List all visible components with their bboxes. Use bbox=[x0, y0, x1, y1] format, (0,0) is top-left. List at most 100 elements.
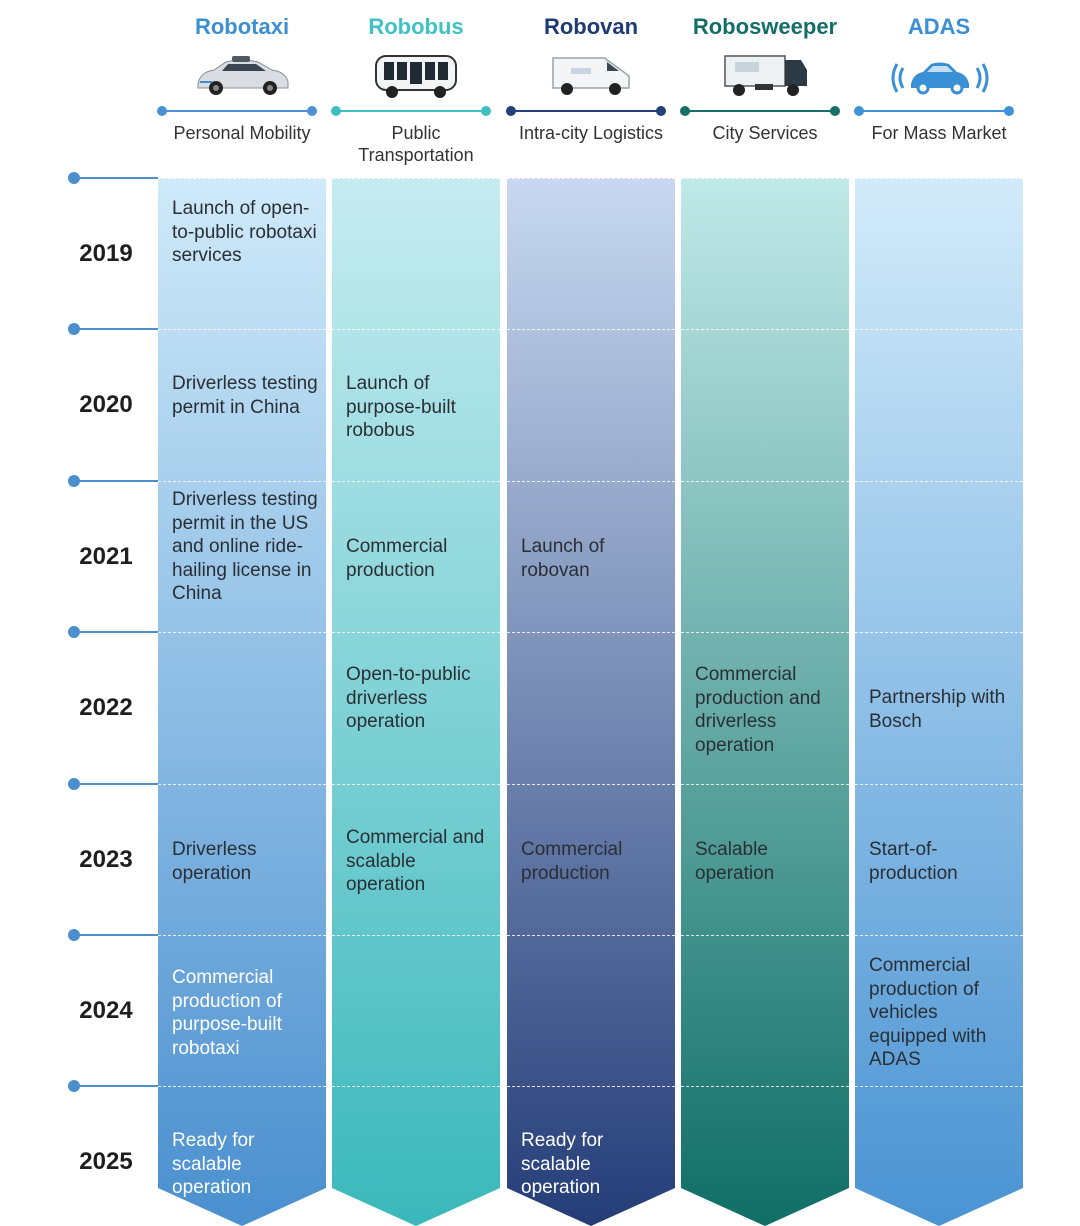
adas-connected-car-icon bbox=[889, 50, 989, 102]
column-band-robotaxi bbox=[158, 178, 326, 1226]
column-header-robovan: Robovan Intra-city Logistics bbox=[504, 0, 678, 170]
milestone-text: Start-of-production bbox=[869, 839, 958, 884]
column-title: Robotaxi bbox=[194, 14, 290, 39]
row-separator bbox=[681, 632, 849, 633]
row-separator bbox=[681, 481, 849, 482]
column-subtitle: Public Transportation bbox=[358, 123, 474, 165]
timeline-dot bbox=[68, 778, 80, 790]
row-separator bbox=[332, 784, 500, 785]
column-header-robosweeper: Robosweeper City Services bbox=[678, 0, 852, 170]
row-separator bbox=[507, 481, 675, 482]
milestone-text: Ready for scalable operation bbox=[521, 1130, 604, 1198]
milestone-text: Partnership with Bosch bbox=[869, 687, 1006, 732]
milestone-text: Commercial production of purpose-built r… bbox=[172, 967, 282, 1059]
year-label: 2022 bbox=[79, 693, 133, 721]
category-divider bbox=[506, 106, 666, 116]
column-band-robobus bbox=[332, 178, 500, 1226]
year-label: 2021 bbox=[79, 542, 133, 570]
row-separator bbox=[332, 329, 500, 330]
timeline-dot bbox=[68, 172, 80, 184]
year-label: 2020 bbox=[79, 390, 133, 418]
column-subtitle: For Mass Market bbox=[871, 123, 1007, 143]
milestone-text: Commercial production bbox=[521, 839, 623, 884]
row-separator bbox=[507, 1086, 675, 1087]
column-subtitle: Intra-city Logistics bbox=[518, 123, 664, 143]
milestone-text: Launch of robovan bbox=[521, 536, 605, 581]
year-marker bbox=[0, 929, 158, 941]
row-separator bbox=[332, 935, 500, 936]
column-subtitle: City Services bbox=[712, 123, 818, 143]
robovan-icon bbox=[541, 50, 641, 102]
column-band-robovan bbox=[507, 178, 675, 1226]
row-separator bbox=[855, 1086, 1023, 1087]
row-separator bbox=[681, 329, 849, 330]
milestone-text: Driverless testing permit in the US and … bbox=[172, 489, 318, 604]
row-separator bbox=[158, 784, 326, 785]
milestone-text: Scalable operation bbox=[695, 839, 775, 884]
column-title: Robosweeper bbox=[692, 14, 838, 39]
row-separator bbox=[855, 784, 1023, 785]
year-marker bbox=[0, 475, 158, 487]
row-separator bbox=[855, 481, 1023, 482]
row-separator bbox=[855, 935, 1023, 936]
row-separator bbox=[507, 784, 675, 785]
category-divider bbox=[331, 106, 491, 116]
row-separator bbox=[681, 935, 849, 936]
milestone-text: Driverless operation bbox=[172, 839, 257, 884]
year-marker bbox=[0, 626, 158, 638]
year-marker bbox=[0, 778, 158, 790]
milestone-text: Commercial production of vehicles equipp… bbox=[869, 955, 987, 1070]
year-marker bbox=[0, 172, 158, 184]
row-separator bbox=[507, 632, 675, 633]
row-separator bbox=[332, 481, 500, 482]
robotaxi-car-icon bbox=[192, 50, 292, 102]
timeline-line bbox=[76, 328, 158, 330]
timeline-line bbox=[76, 480, 158, 482]
column-header-robotaxi: Robotaxi Personal Mobility bbox=[155, 0, 329, 170]
column-subtitle: Personal Mobility bbox=[173, 123, 311, 143]
row-separator bbox=[158, 632, 326, 633]
row-separator bbox=[681, 784, 849, 785]
row-separator bbox=[507, 329, 675, 330]
column-title: ADAS bbox=[907, 14, 971, 39]
milestone-text: Commercial and scalable operation bbox=[346, 827, 485, 895]
timeline-line bbox=[76, 934, 158, 936]
row-separator bbox=[158, 178, 326, 179]
timeline-dot bbox=[68, 626, 80, 638]
row-separator bbox=[855, 178, 1023, 179]
row-separator bbox=[158, 481, 326, 482]
timeline-dot bbox=[68, 1080, 80, 1092]
milestone-text: Ready for scalable operation bbox=[172, 1130, 255, 1198]
timeline-dot bbox=[68, 475, 80, 487]
column-title: Robobus bbox=[368, 14, 464, 39]
timeline-line bbox=[76, 783, 158, 785]
column-band-robosweeper bbox=[681, 178, 849, 1226]
milestone-text: Launch of purpose-built robobus bbox=[346, 373, 456, 441]
row-separator bbox=[507, 178, 675, 179]
row-separator bbox=[855, 329, 1023, 330]
milestone-text: Driverless testing permit in China bbox=[172, 373, 318, 418]
row-separator bbox=[158, 1086, 326, 1087]
row-separator bbox=[681, 178, 849, 179]
timeline-line bbox=[76, 1085, 158, 1087]
row-separator bbox=[332, 178, 500, 179]
column-header-adas: ADAS For Mass Market bbox=[852, 0, 1026, 170]
timeline-dot bbox=[68, 323, 80, 335]
row-separator bbox=[332, 1086, 500, 1087]
timeline-line bbox=[76, 177, 158, 179]
row-separator bbox=[681, 1086, 849, 1087]
column-band-adas bbox=[855, 178, 1023, 1226]
year-marker bbox=[0, 323, 158, 335]
row-separator bbox=[158, 935, 326, 936]
category-divider bbox=[680, 106, 840, 116]
row-separator bbox=[855, 632, 1023, 633]
milestone-text: Commercial production and driverless ope… bbox=[695, 664, 821, 756]
category-divider bbox=[854, 106, 1014, 116]
timeline-line bbox=[76, 631, 158, 633]
row-separator bbox=[332, 632, 500, 633]
year-label: 2024 bbox=[79, 996, 133, 1024]
year-label: 2025 bbox=[79, 1147, 133, 1175]
milestone-text: Open-to-public driverless operation bbox=[346, 664, 471, 732]
robobus-icon bbox=[366, 50, 466, 102]
year-label: 2023 bbox=[79, 845, 133, 873]
